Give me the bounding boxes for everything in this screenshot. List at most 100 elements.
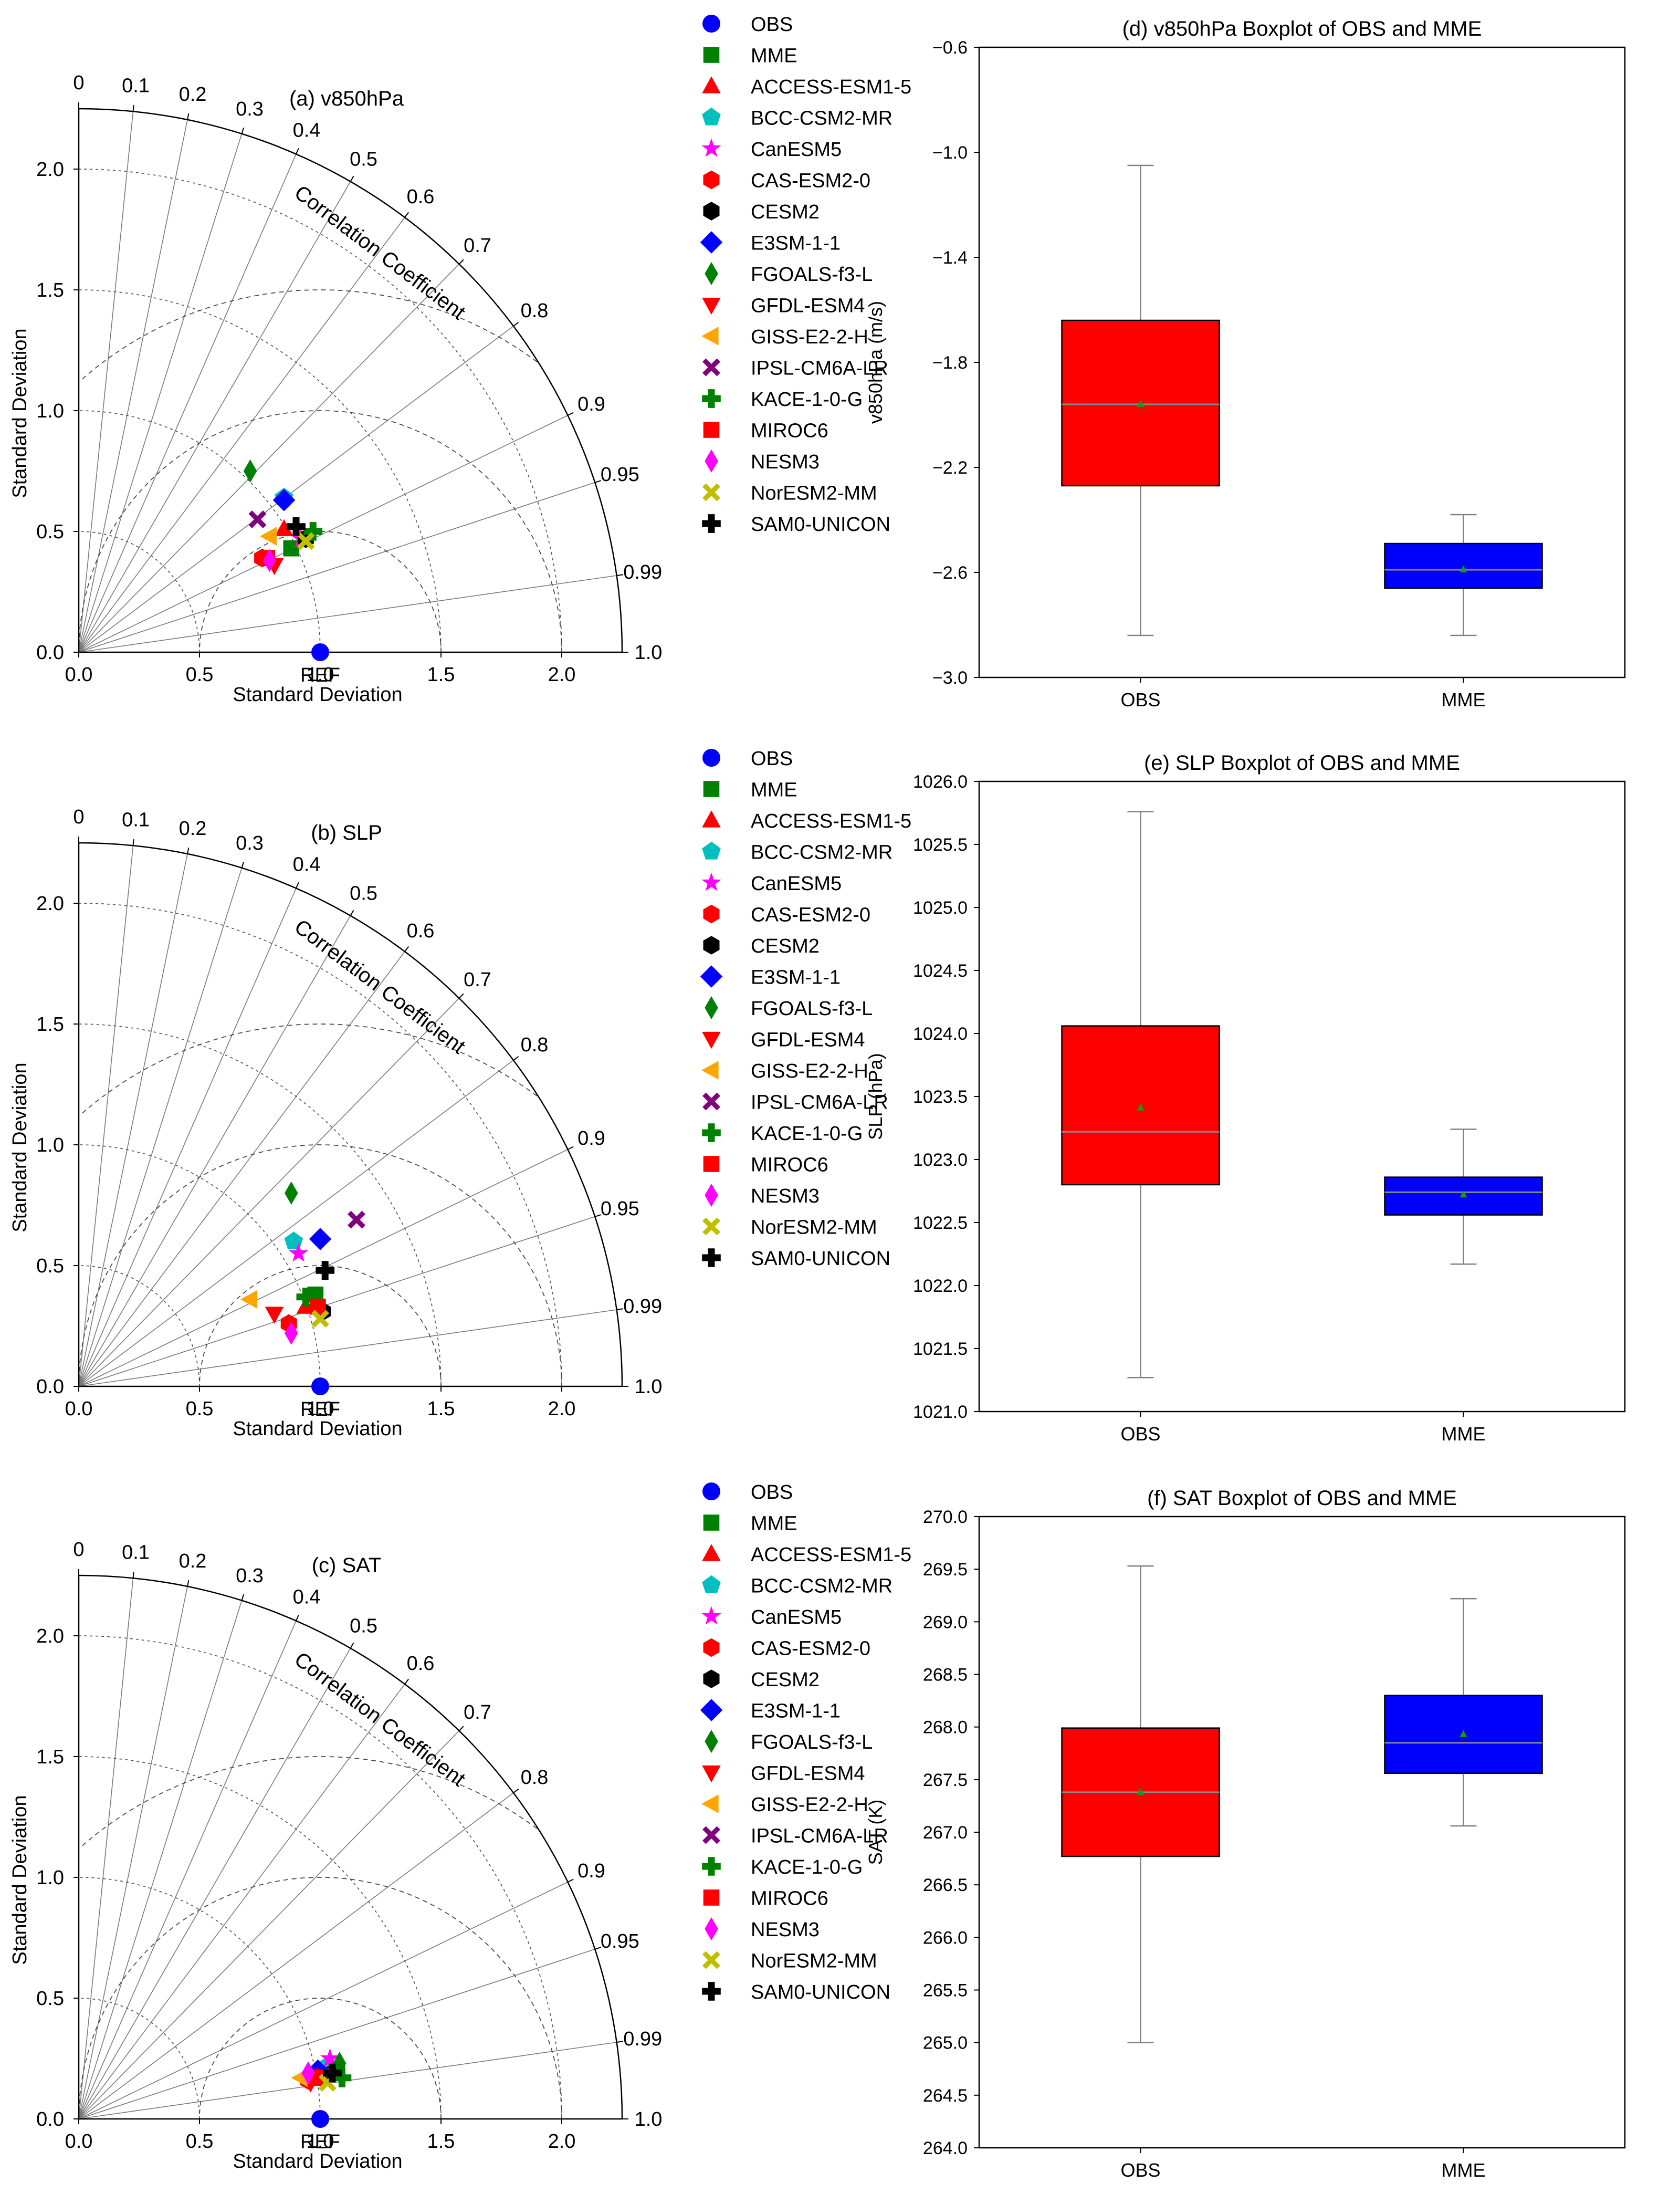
corr-tick <box>568 1878 574 1883</box>
y-tick-label: 266.5 <box>923 1875 968 1895</box>
legend-label: CAS-ESM2-0 <box>751 904 870 926</box>
x-tick-label: MME <box>1442 1423 1486 1445</box>
legend-marker <box>700 1699 723 1721</box>
legend-label: OBS <box>751 1481 793 1503</box>
y-tick-label: 0.5 <box>36 521 64 543</box>
legend-label: MIROC6 <box>751 420 828 442</box>
legend-label: FGOALS-f3-L <box>751 1731 873 1753</box>
legend-marker <box>703 1156 720 1172</box>
taylor-title: (b) SLP <box>311 821 382 844</box>
y-tick-label: 267.0 <box>923 1823 968 1843</box>
point-sam0-unicon <box>316 1261 335 1280</box>
legend-label: FGOALS-f3-L <box>751 998 873 1020</box>
corr-tick-label: 0.3 <box>236 98 264 120</box>
corr-tick <box>404 212 410 218</box>
point-kace-1-0-g <box>332 2069 352 2087</box>
corr-tick-label: 0.7 <box>464 1701 491 1723</box>
corr-gridline <box>78 998 460 1387</box>
y-tick-label: 1022.0 <box>913 1276 968 1296</box>
y-tick-label: −2.6 <box>932 563 968 583</box>
y-tick-label: 1.5 <box>36 1014 64 1036</box>
y-tick-label: 269.5 <box>923 1560 968 1580</box>
corr-tick-label: 0.99 <box>623 1296 662 1318</box>
rms-contour <box>81 1023 538 1114</box>
y-tick-label: 264.5 <box>923 2086 968 2106</box>
y-axis-label: Standard Deviation <box>9 1795 31 1965</box>
corr-tick <box>350 1642 354 1649</box>
outer-arc <box>78 842 623 1387</box>
x-tick-label: 2.0 <box>548 664 576 686</box>
y-tick-label: 265.5 <box>923 1981 968 2001</box>
box-mme <box>1384 1129 1543 1265</box>
corr-tick-label: 0.3 <box>236 1565 264 1587</box>
corr-tick <box>458 993 464 999</box>
corr-tick-label: 0.8 <box>521 1767 549 1789</box>
corr-gridline <box>78 181 351 653</box>
y-tick-label: 268.5 <box>923 1665 968 1685</box>
legend-label: BCC-CSM2-MR <box>751 842 892 864</box>
y-tick-label: 268.0 <box>923 1718 968 1738</box>
y-tick-label: 265.0 <box>923 2033 968 2053</box>
corr-gridline <box>78 1578 134 2119</box>
x-axis-label: Standard Deviation <box>233 684 402 706</box>
mean-marker <box>1460 1730 1467 1737</box>
legend-marker <box>702 389 721 408</box>
corr-tick <box>296 1614 299 1621</box>
legend-marker <box>703 904 720 924</box>
point-e3sm-1-1 <box>272 489 296 511</box>
corr-tick-label: 0.3 <box>236 832 264 854</box>
legend-label: NESM3 <box>751 1919 820 1941</box>
legend-marker <box>702 107 721 126</box>
corr-tick-label: 0 <box>73 1539 84 1561</box>
y-tick-label: 1.0 <box>36 1134 64 1156</box>
point-sam0-unicon <box>323 2063 342 2083</box>
corr-gridline <box>78 888 297 1387</box>
corr-gridline <box>78 1060 514 1387</box>
y-tick-label: 2.0 <box>36 893 64 915</box>
mean-marker <box>1460 566 1467 572</box>
corr-tick <box>594 1947 602 1950</box>
box-obs <box>1061 164 1220 636</box>
corr-tick-label: 0.4 <box>293 1586 321 1608</box>
corr-tick <box>594 1214 602 1217</box>
y-tick-label: 1023.5 <box>913 1087 968 1107</box>
legend-marker <box>702 841 721 860</box>
rms-contour <box>199 531 442 652</box>
corr-tick-label: 0.5 <box>350 882 377 904</box>
point-obs <box>311 643 329 661</box>
std-gridline <box>78 169 562 653</box>
ref-label: REF <box>300 664 340 686</box>
legend-label: CESM2 <box>751 1669 820 1691</box>
corr-tick <box>132 839 134 846</box>
point-obs <box>311 1377 329 1395</box>
legend-label: KACE-1-0-G <box>751 1856 863 1878</box>
std-gridline <box>78 1998 200 2119</box>
y-tick-label: 266.0 <box>923 1928 968 1948</box>
corr-tick-label: 0.9 <box>578 393 605 415</box>
legend-marker <box>703 1638 720 1657</box>
std-gridline <box>78 903 562 1387</box>
legend-c: OBS MME ACCESS-ESM1-5 BCC-CSM2-MR CanESM5 CAS… <box>700 1481 911 2003</box>
legend-marker <box>705 262 718 286</box>
x-tick-label: 0.0 <box>65 1398 93 1420</box>
corr-tick <box>458 259 464 265</box>
corr-tick <box>187 847 190 854</box>
x-tick-label: 2.0 <box>548 1398 576 1420</box>
corr-tick-label: 0.9 <box>578 1127 605 1150</box>
y-tick-label: 264.0 <box>923 2138 968 2158</box>
corr-tick <box>241 861 245 868</box>
legend-label: GISS-E2-2-H <box>751 1794 868 1816</box>
corr-tick-label: 1.0 <box>635 642 663 664</box>
std-gridline <box>78 1756 442 2119</box>
y-tick-label: 1.0 <box>36 1867 64 1889</box>
legend-marker <box>702 1544 721 1561</box>
y-tick-label: 1.0 <box>36 400 64 422</box>
point-obs <box>311 2110 329 2128</box>
legend-label: MME <box>751 45 797 67</box>
corr-gridline <box>78 1684 405 2119</box>
point-sam0-unicon <box>287 517 306 536</box>
point-gfdl-esm4 <box>265 1307 284 1324</box>
point-miroc6 <box>310 1298 326 1315</box>
corr-gridline <box>78 154 297 653</box>
legend-label: ACCESS-ESM1-5 <box>751 1544 911 1566</box>
